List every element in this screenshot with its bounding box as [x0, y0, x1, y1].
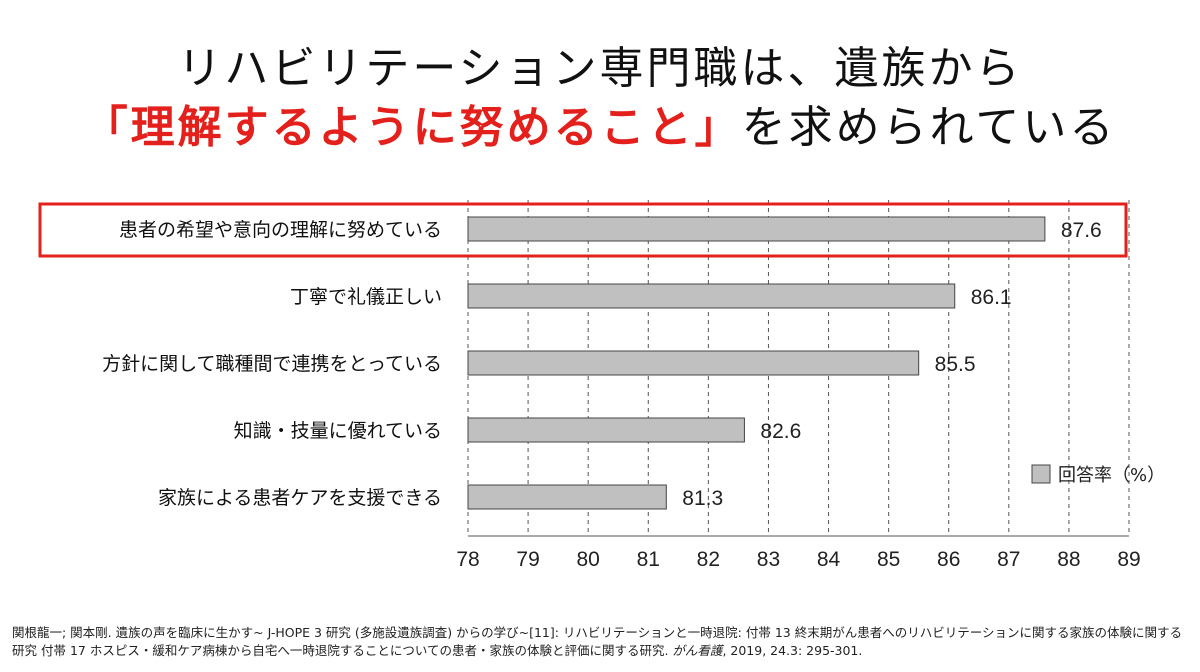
x-tick-label: 88	[1057, 548, 1080, 571]
x-tick-label: 83	[757, 548, 780, 571]
category-label: 患者の希望や意向の理解に努めている	[119, 219, 442, 241]
x-tick-label: 84	[817, 548, 841, 571]
bar	[467, 350, 920, 376]
x-tick-label: 81	[637, 548, 660, 571]
x-tick-label: 89	[1117, 548, 1140, 571]
value-label: 86.1	[971, 286, 1012, 309]
title-line-2: 「理解するように努めること」を求められている	[0, 98, 1200, 158]
x-tick-label: 79	[516, 548, 539, 571]
bar	[467, 417, 745, 443]
title-line-1: リハビリテーション専門職は、遺族から	[177, 43, 1023, 94]
citation: 関根龍一; 関本剛. 遺族の声を臨床に生かす~ J-HOPE 3 研究 (多施設…	[12, 624, 1192, 660]
value-label: 87.6	[1061, 219, 1102, 242]
x-tick-label: 78	[456, 548, 479, 571]
x-tick-label: 86	[937, 548, 960, 571]
value-label: 81.3	[682, 487, 723, 510]
category-label: 知識・技量に優れている	[234, 420, 442, 442]
title-rest: を求められている	[741, 102, 1117, 153]
citation-details: , 2019, 24.3: 295-301.	[722, 643, 863, 658]
title-highlight: 「理解するように努めること」	[83, 102, 742, 153]
bar	[467, 216, 1046, 242]
x-tick-label: 80	[577, 548, 600, 571]
category-label: 家族による患者ケアを支援できる	[158, 487, 442, 509]
category-label: 方針に関して職種間で連携をとっている	[102, 353, 442, 375]
category-label: 丁寧で礼儀正しい	[290, 286, 442, 308]
value-label: 85.5	[935, 353, 976, 376]
bar	[467, 484, 667, 510]
x-tick-label: 87	[997, 548, 1020, 571]
x-tick-label: 82	[697, 548, 720, 571]
slide-title: リハビリテーション専門職は、遺族から 「理解するように努めること」を求められてい…	[0, 40, 1200, 158]
bar-chart: 78 79 80 81 82 83 84 85 86 87 88 89 患者の希望や意向の理解に努めてい…	[38, 200, 1165, 571]
citation-journal: がん看護	[672, 643, 723, 658]
x-tick-label: 85	[877, 548, 900, 571]
bar	[467, 283, 956, 309]
citation-text: 関根龍一; 関本剛. 遺族の声を臨床に生かす~ J-HOPE 3 研究 (多施設…	[12, 625, 1182, 658]
legend-swatch	[1031, 464, 1051, 484]
value-label: 82.6	[760, 420, 801, 443]
legend-label: 回答率（%）	[1058, 465, 1165, 486]
highlight-box	[38, 202, 1128, 258]
